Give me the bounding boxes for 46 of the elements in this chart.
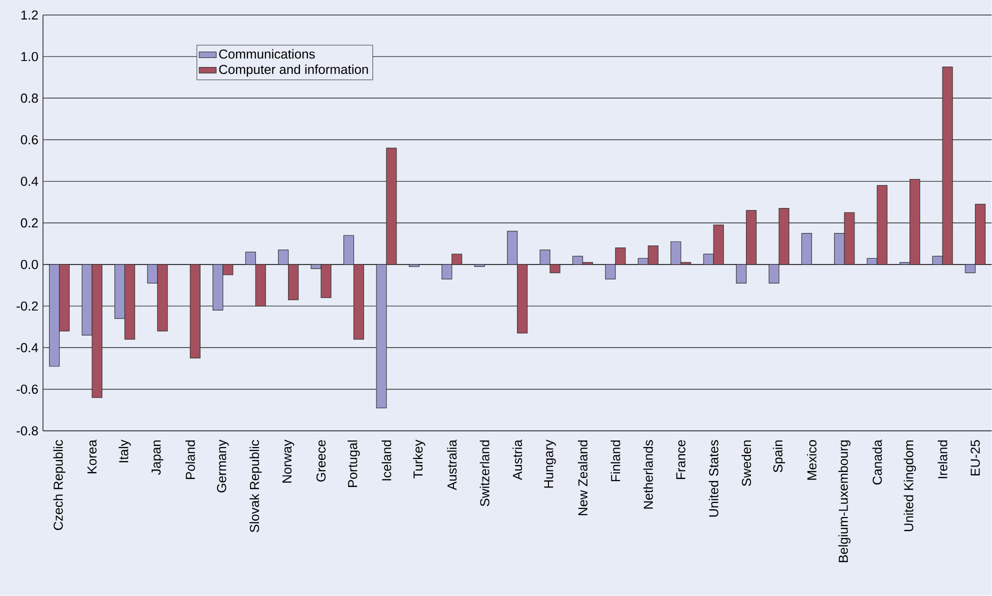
- x-tick-label: Norway: [282, 440, 294, 483]
- y-tick-label: 0.8: [20, 94, 38, 103]
- y-tick-label: -0.6: [16, 384, 38, 394]
- y-tick-label: 1.0: [21, 52, 38, 62]
- bar: [190, 264, 200, 358]
- x-tick-label: United States: [708, 440, 718, 517]
- x-tick-label: Korea: [88, 440, 97, 474]
- x-tick-label: New Zealand: [578, 440, 588, 516]
- x-tick-label: Poland: [185, 440, 195, 480]
- bar: [408, 264, 420, 267]
- x-tick-label: Slovak Republic: [250, 440, 262, 532]
- bar: [474, 264, 485, 267]
- x-tick-label: Italy: [118, 440, 131, 462]
- y-tick-label: -0.8: [16, 426, 38, 436]
- y-tick-label: 0.0: [20, 260, 38, 270]
- x-tick-label: Netherlands: [643, 440, 653, 509]
- legend-label: Communications: [219, 49, 315, 59]
- x-tick-label: Spain: [772, 440, 786, 472]
- x-tick-label: Mexico: [806, 440, 816, 480]
- x-tick-label: Greece: [316, 440, 326, 482]
- legend-label: Computer and information: [219, 64, 368, 77]
- y-tick-label: 1.2: [21, 10, 38, 20]
- x-tick-label: Ireland: [938, 440, 948, 478]
- x-tick-label: Portugal: [348, 440, 360, 488]
- x-tick-label: France: [676, 440, 686, 480]
- x-tick-label: EU-25: [970, 440, 980, 476]
- x-tick-label: Czech Republic: [53, 440, 66, 530]
- x-tick-label: Iceland: [382, 440, 392, 480]
- y-tick-label: 0.4: [20, 176, 38, 186]
- x-tick-label: Canada: [872, 440, 882, 485]
- y-tick-label: 0.2: [20, 218, 38, 228]
- x-tick-label: Australia: [447, 440, 457, 490]
- x-tick-label: Turkey: [413, 440, 426, 479]
- y-tick-label: -0.4: [16, 343, 38, 352]
- y-tick-label: -0.2: [16, 302, 38, 311]
- x-tick-label: Germany: [217, 440, 229, 493]
- x-tick-label: Hungary: [544, 440, 556, 488]
- x-tick-label: Japan: [152, 440, 164, 475]
- x-tick-label: Switzerland: [480, 440, 490, 506]
- x-tick-label: United Kingdom: [904, 440, 916, 532]
- x-tick-label: Finland: [610, 440, 620, 482]
- x-tick-label: Belgium-Luxembourg: [838, 440, 850, 562]
- bar: [801, 233, 812, 265]
- y-tick-label: 0.6: [20, 135, 38, 144]
- x-tick-label: Sweden: [741, 440, 752, 486]
- x-tick-label: Austria: [512, 440, 522, 480]
